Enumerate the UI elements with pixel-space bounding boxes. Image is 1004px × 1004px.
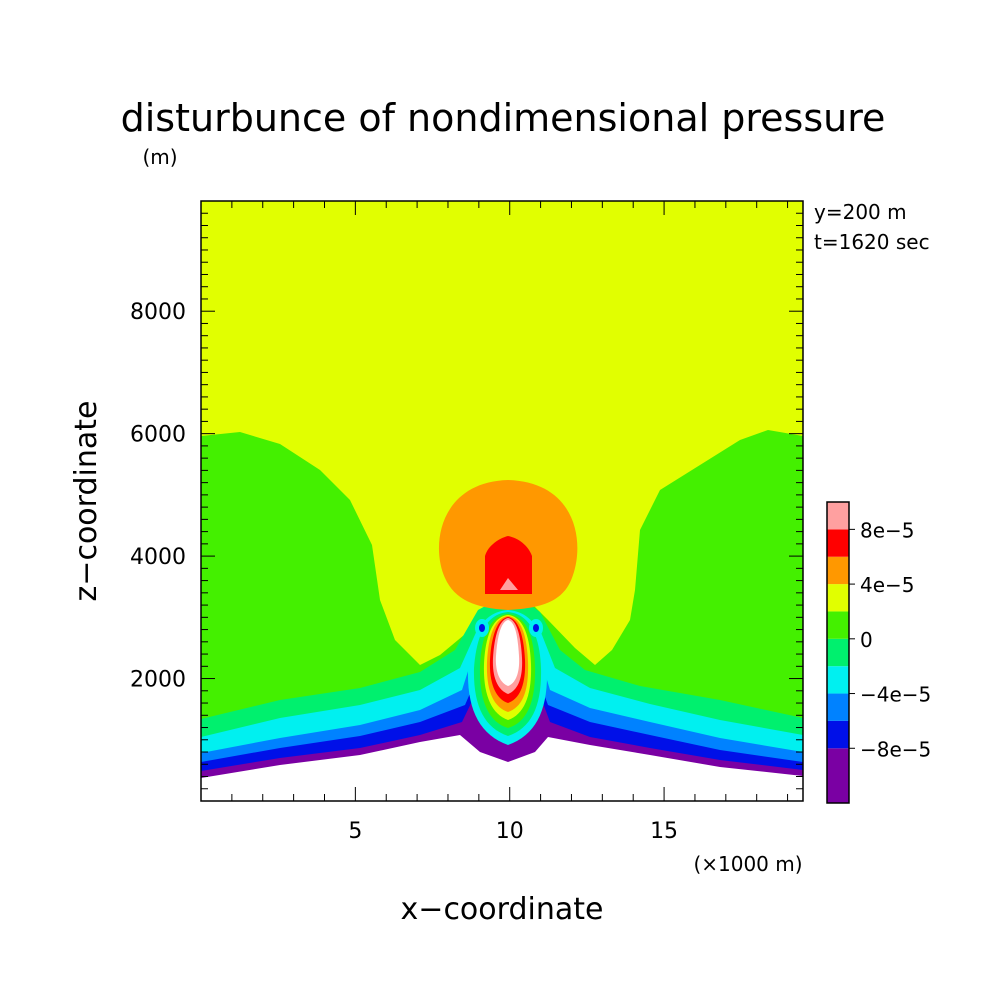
colorbar-tick-label: 0 [860, 628, 873, 652]
colorbar-frame [826, 501, 850, 804]
colorbar-swatch [827, 666, 849, 694]
y-tick-label: 2000 [130, 668, 186, 693]
contour-pink-region [500, 578, 518, 590]
annotation-y-position: y=200 m [814, 200, 907, 224]
y-tick-label: 4000 [130, 545, 186, 570]
x-tick-label: 10 [496, 819, 524, 844]
colorbar-swatch [827, 720, 849, 749]
colorbar-tick-label: −4e−5 [860, 683, 931, 707]
colorbar-tick-label: 4e−5 [860, 573, 915, 597]
x-tick-label: 15 [650, 819, 678, 844]
contour-column-core [495, 620, 520, 686]
colorbar-swatch [827, 611, 849, 639]
colorbar-swatch [827, 693, 849, 721]
plot-frame [200, 200, 804, 802]
annotation-box: y=200 m t=1620 sec [814, 200, 930, 254]
contour-red-region [485, 536, 532, 594]
colorbar-tick-label: −8e−5 [860, 737, 931, 761]
colorbar-swatch [827, 556, 849, 585]
y-axis-tick-labels: 2000 4000 6000 8000 [130, 300, 186, 692]
colorbar-swatch [827, 584, 849, 612]
contour-fills [201, 430, 803, 801]
x-axis-tick-labels: 5 10 15 [348, 819, 678, 844]
colorbar-labels: −8e−5 −4e−5 0 4e−5 8e−5 [849, 518, 931, 761]
y-tick-label: 6000 [130, 423, 186, 448]
colorbar [826, 501, 850, 804]
x-axis-ticks [231, 201, 789, 801]
x-axis-label: x−coordinate [401, 892, 604, 927]
annotation-time: t=1620 sec [814, 230, 930, 254]
colorbar-tick-label: 8e−5 [860, 518, 915, 542]
chart-title: disturbunce of nondimensional pressure [121, 96, 886, 140]
colorbar-swatch [827, 529, 849, 557]
plot-area [201, 201, 803, 801]
x-unit-label: (×1000 m) [693, 852, 802, 876]
colorbar-swatch [827, 502, 849, 530]
colorbar-swatch [827, 748, 849, 803]
y-axis-label: z−coordinate [69, 401, 104, 602]
x-tick-label: 5 [348, 819, 362, 844]
terrain [201, 735, 803, 801]
y-axis-ticks [201, 212, 803, 790]
y-unit-label: (m) [142, 145, 177, 169]
contour-cell-left-inner [479, 624, 485, 632]
y-tick-label: 8000 [130, 300, 186, 325]
contour-cell-right-inner [533, 624, 539, 632]
colorbar-swatch [827, 638, 849, 667]
